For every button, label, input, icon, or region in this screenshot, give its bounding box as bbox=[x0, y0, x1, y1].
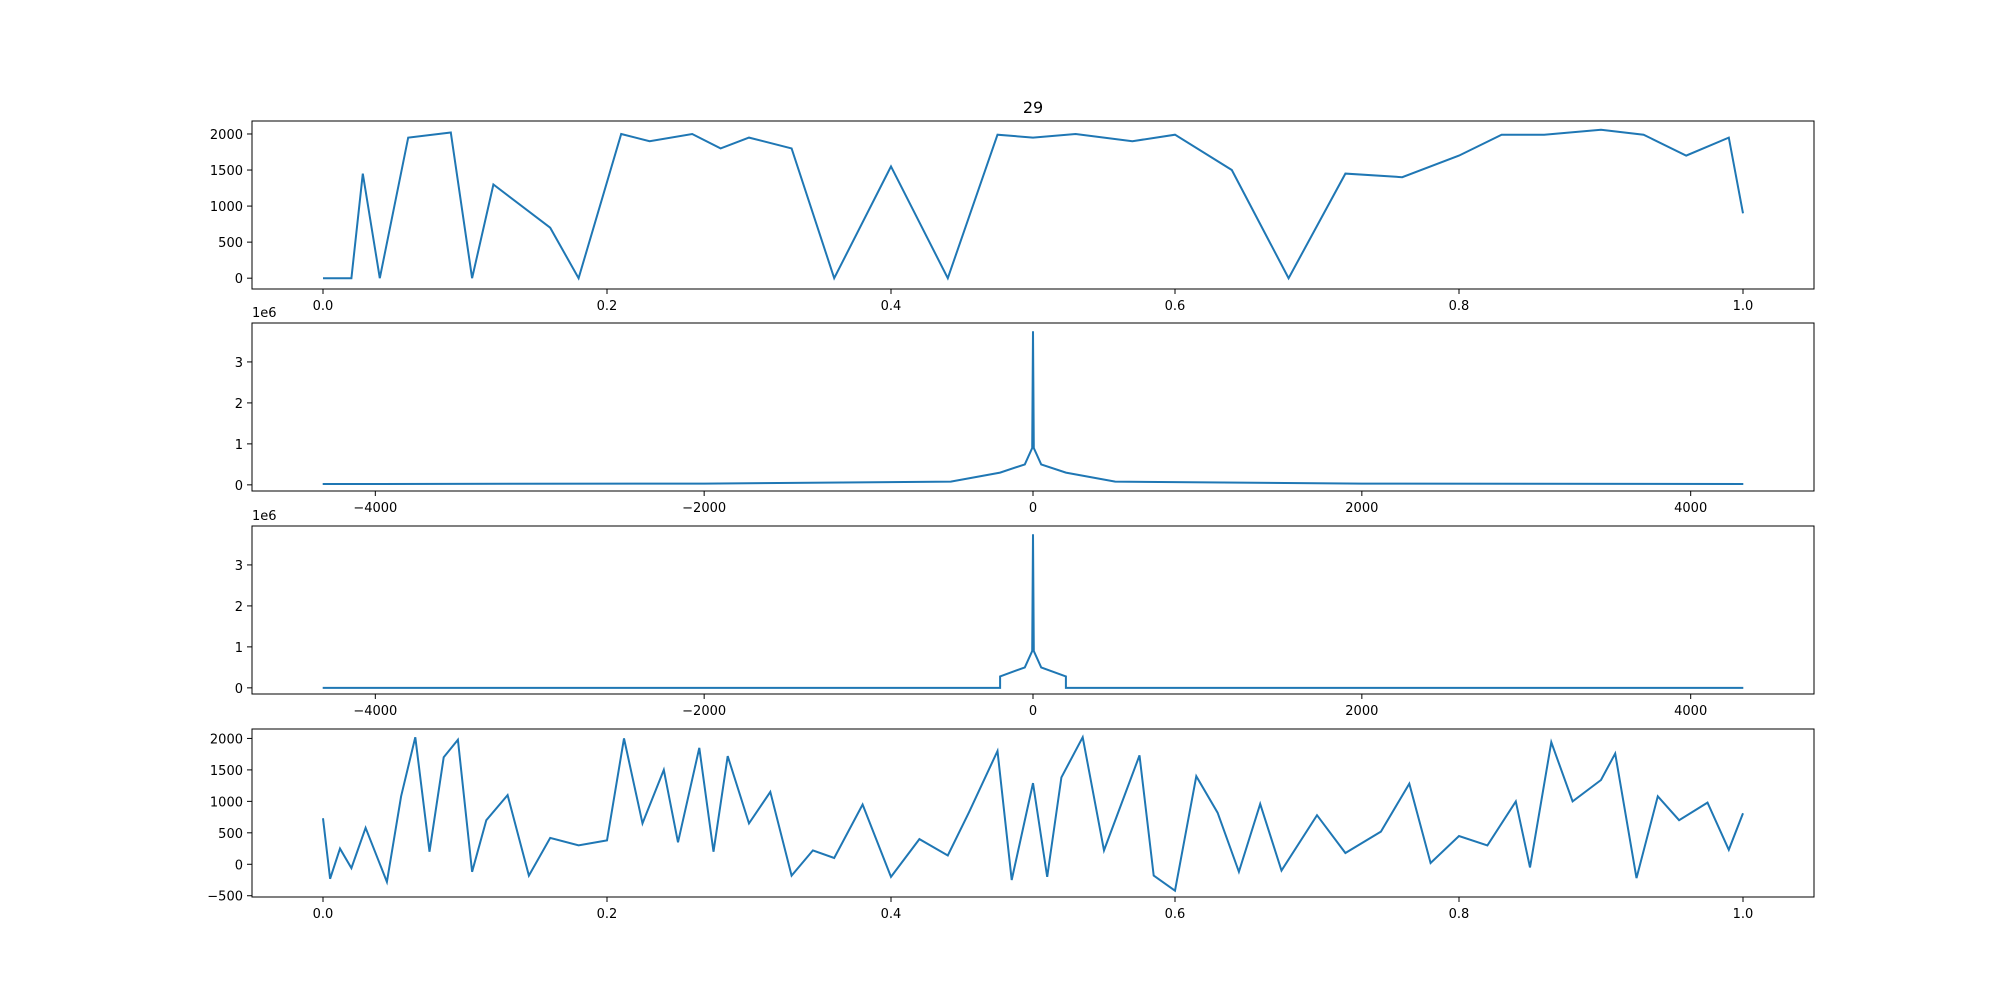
subplot-reconstructed-signal: 0.0 0.2 0.4 0.6 0.8 1.0 −500 0 500 1000 1500 2000 bbox=[207, 728, 1815, 922]
axes-frame bbox=[251, 728, 1815, 898]
y-tick-label: 1 bbox=[235, 438, 243, 453]
x-tick-label: −4000 bbox=[353, 501, 397, 516]
x-tick-label: 0.4 bbox=[881, 907, 902, 922]
y-offset-text: 1e6 bbox=[252, 509, 277, 524]
subplot-fft-spectrum: −4000 −2000 0 2000 4000 0 1 2 3 1e6 bbox=[235, 306, 1815, 516]
y-tick-label: 0 bbox=[235, 682, 243, 697]
x-tick-label: −2000 bbox=[682, 501, 726, 516]
x-tick-label: 0 bbox=[1029, 704, 1037, 719]
x-tick-label: 0.8 bbox=[1449, 907, 1470, 922]
x-tick-label: 4000 bbox=[1674, 704, 1707, 719]
y-tick-label: 1 bbox=[235, 641, 243, 656]
y-tick-label: 2 bbox=[235, 397, 243, 412]
x-tick-label: 0.8 bbox=[1449, 299, 1470, 314]
x-tick-label: 1.0 bbox=[1733, 907, 1754, 922]
y-tick-label: 3 bbox=[235, 356, 243, 371]
x-tick-label: 0.0 bbox=[313, 299, 334, 314]
y-tick-label: 1500 bbox=[210, 764, 243, 779]
x-tick-label: 0.6 bbox=[1165, 299, 1186, 314]
x-tick-label: −2000 bbox=[682, 704, 726, 719]
x-tick-label: 0.6 bbox=[1165, 907, 1186, 922]
y-tick-label: 500 bbox=[218, 827, 243, 842]
x-tick-label: 1.0 bbox=[1733, 299, 1754, 314]
x-tick-label: 2000 bbox=[1345, 501, 1378, 516]
x-tick-label: 0.4 bbox=[881, 299, 902, 314]
y-tick-label: 1000 bbox=[210, 795, 243, 810]
x-tick-label: 0.2 bbox=[597, 907, 618, 922]
x-tick-label: −4000 bbox=[353, 704, 397, 719]
y-tick-label: 500 bbox=[218, 236, 243, 251]
y-tick-label: 2 bbox=[235, 600, 243, 615]
y-tick-label: −500 bbox=[207, 890, 243, 905]
series-line bbox=[323, 128, 1744, 281]
y-tick-label: 1000 bbox=[210, 200, 243, 215]
y-offset-text: 1e6 bbox=[252, 306, 277, 321]
series-line bbox=[322, 331, 1744, 485]
series-line bbox=[322, 534, 1744, 689]
axes-frame bbox=[251, 120, 1815, 290]
x-tick-label: 0.2 bbox=[597, 299, 618, 314]
y-tick-label: 0 bbox=[235, 479, 243, 494]
y-tick-label: 0 bbox=[235, 858, 243, 873]
y-tick-label: 2000 bbox=[210, 128, 243, 143]
subplot-raw-signal: 0.0 0.2 0.4 0.6 0.8 1.0 0 500 1000 1500 2000 29 bbox=[210, 98, 1815, 314]
y-tick-label: 0 bbox=[235, 272, 243, 287]
x-tick-label: 4000 bbox=[1674, 501, 1707, 516]
chart-title: 29 bbox=[1023, 98, 1043, 117]
x-tick-label: 0 bbox=[1029, 501, 1037, 516]
x-tick-label: 2000 bbox=[1345, 704, 1378, 719]
y-tick-label: 3 bbox=[235, 559, 243, 574]
y-tick-label: 2000 bbox=[210, 732, 243, 747]
y-tick-label: 1500 bbox=[210, 164, 243, 179]
series-line bbox=[322, 734, 1744, 893]
x-tick-label: 0.0 bbox=[313, 907, 334, 922]
subplot-filtered-spectrum: −4000 −2000 0 2000 4000 0 1 2 3 1e6 bbox=[235, 509, 1815, 719]
